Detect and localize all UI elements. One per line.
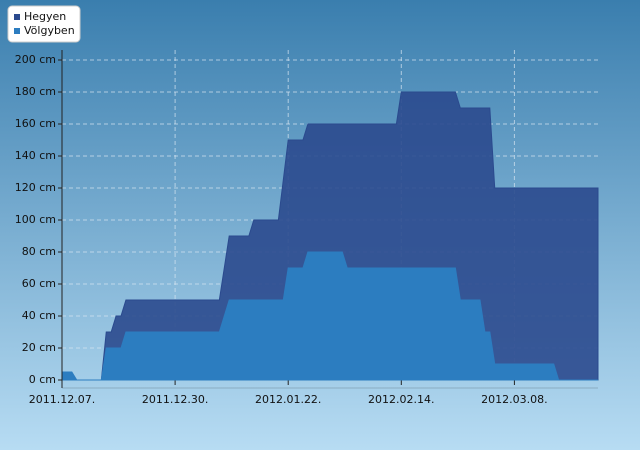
y-tick-label: 60 cm <box>22 277 56 290</box>
legend-marker <box>14 28 20 34</box>
legend-label: Völgyben <box>24 24 75 37</box>
legend-box <box>7 5 81 43</box>
x-tick-label: 2012.03.08. <box>481 393 547 406</box>
y-tick-label: 20 cm <box>22 341 56 354</box>
y-tick-label: 100 cm <box>15 213 56 226</box>
x-tick-label: 2012.02.14. <box>368 393 434 406</box>
y-tick-label: 200 cm <box>15 53 56 66</box>
y-tick-label: 120 cm <box>15 181 56 194</box>
x-tick-label: 2011.12.07. <box>29 393 95 406</box>
x-tick-label: 2011.12.30. <box>142 393 208 406</box>
y-tick-label: 140 cm <box>15 149 56 162</box>
x-tick-label: 2012.01.22. <box>255 393 321 406</box>
y-tick-label: 160 cm <box>15 117 56 130</box>
y-tick-label: 180 cm <box>15 85 56 98</box>
y-tick-label: 80 cm <box>22 245 56 258</box>
y-tick-label: 0 cm <box>29 373 56 386</box>
legend-marker <box>14 14 20 20</box>
y-tick-label: 40 cm <box>22 309 56 322</box>
legend-label: Hegyen <box>24 10 66 23</box>
area <box>61 251 598 381</box>
